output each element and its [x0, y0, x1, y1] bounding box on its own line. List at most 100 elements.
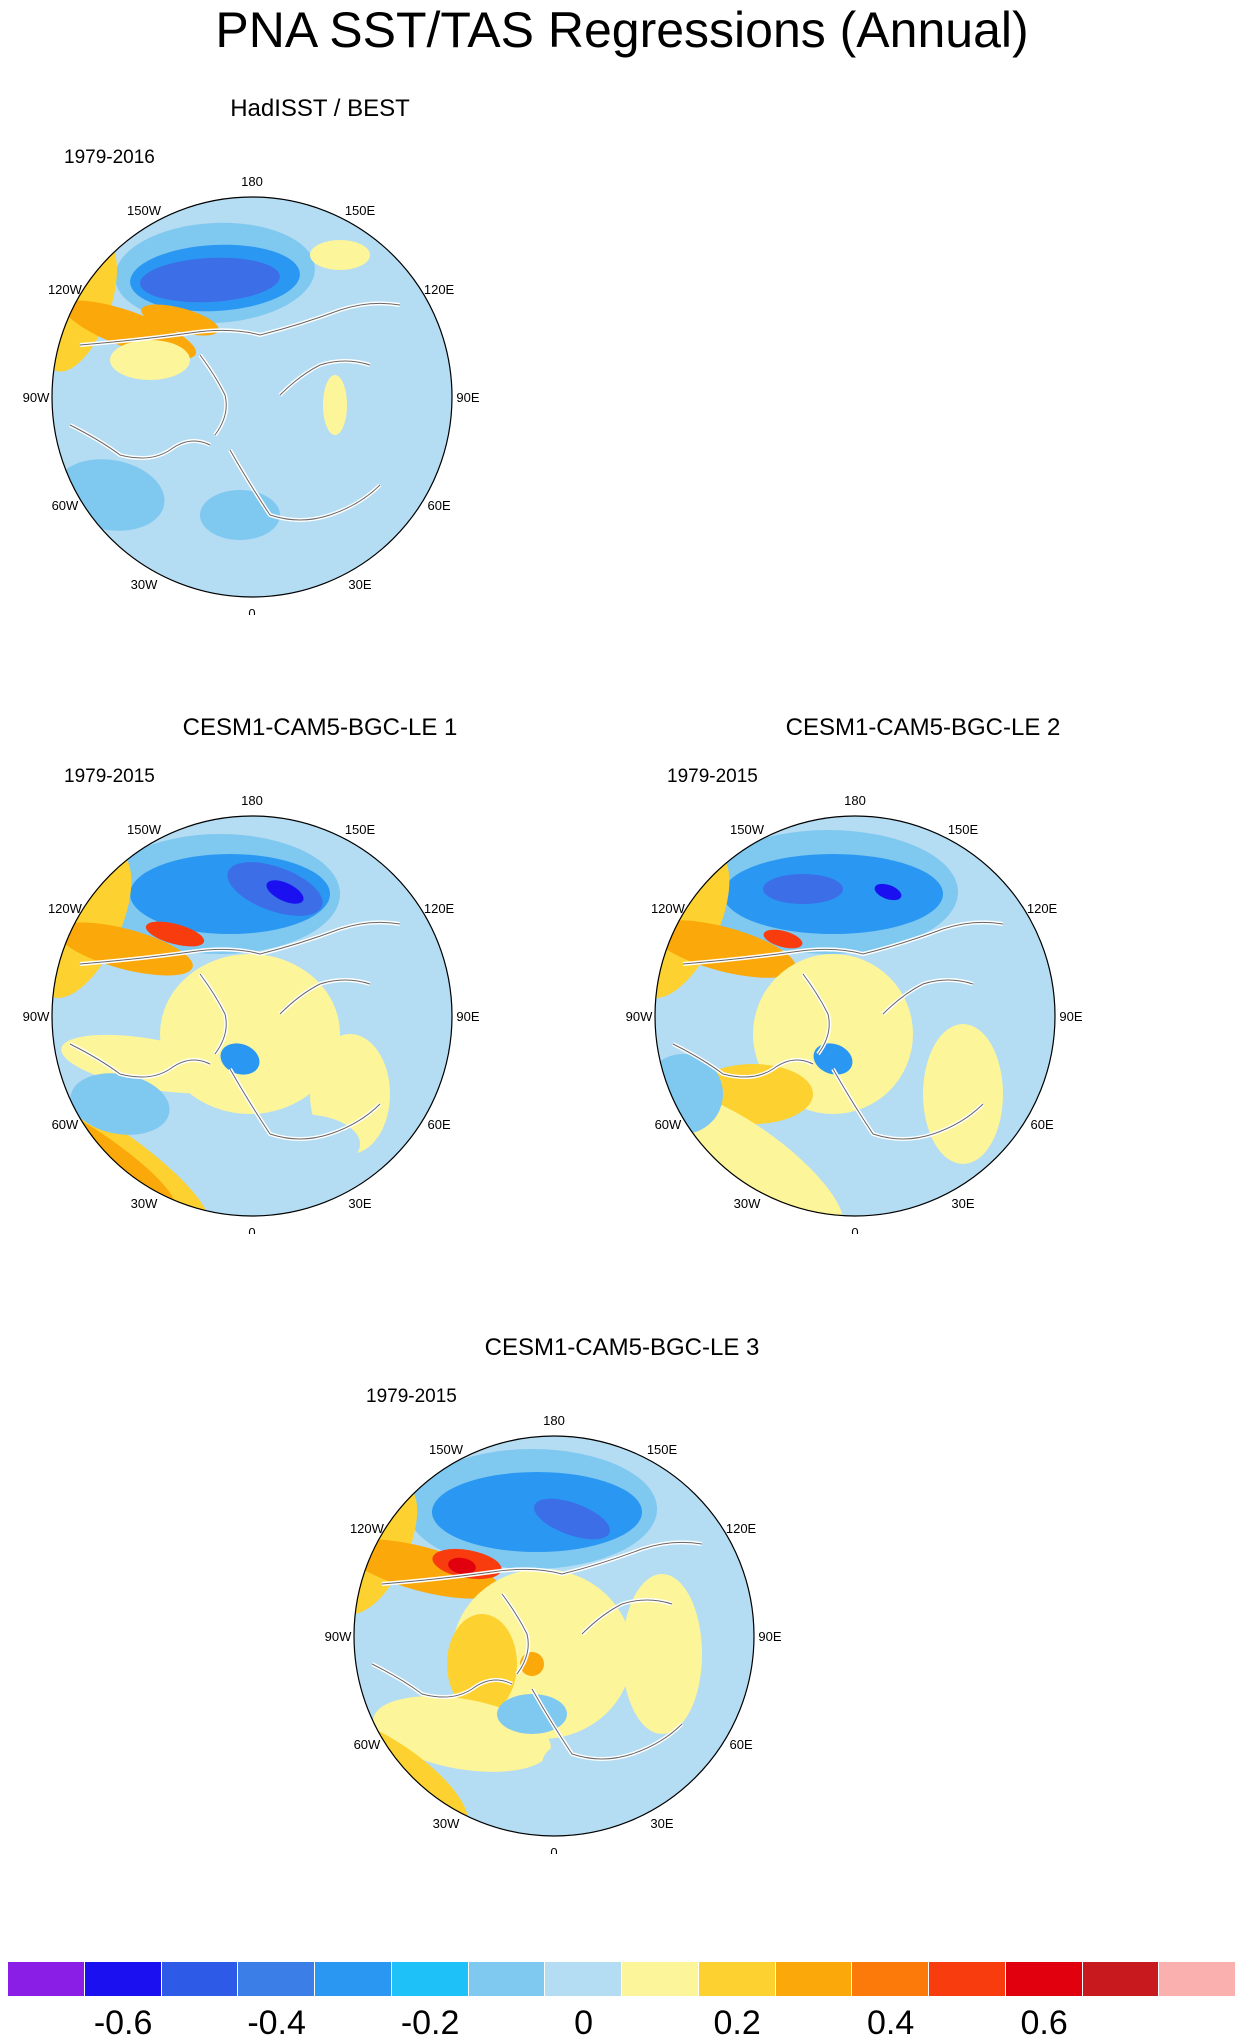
colorbar-swatch [161, 1962, 239, 1996]
longitude-label: 90E [456, 390, 479, 405]
longitude-label: 180 [241, 793, 263, 808]
longitude-label: 90W [325, 1629, 352, 1644]
longitude-label: 60E [729, 1737, 752, 1752]
longitude-label: 90E [758, 1629, 781, 1644]
anomaly-region [923, 1024, 1003, 1164]
anomaly-region [655, 920, 796, 978]
longitude-label: 60E [1030, 1117, 1053, 1132]
colorbar-tick-label: -0.2 [400, 2004, 460, 2042]
anomaly-region [763, 874, 843, 904]
anomaly-region [310, 240, 370, 270]
anomaly-region [813, 1043, 853, 1075]
colorbar-swatch [391, 1962, 469, 1996]
longitude-label: 180 [844, 793, 866, 808]
longitude-label: 60W [655, 1117, 682, 1132]
anomaly-region [763, 929, 803, 949]
anomaly-region [448, 1557, 476, 1575]
coastline [832, 1068, 984, 1140]
coastline [371, 1663, 513, 1698]
anomaly-region [323, 375, 347, 435]
longitude-label: 30E [348, 577, 371, 592]
coastline [802, 973, 830, 1055]
figure-title: PNA SST/TAS Regressions (Annual) [215, 2, 1029, 58]
longitude-label: 90W [23, 390, 50, 405]
panel-title: CESM1-CAM5-BGC-LE 1 [182, 714, 458, 741]
coastline [581, 1599, 673, 1635]
coastline [531, 1688, 683, 1760]
panel-title: CESM1-CAM5-BGC-LE 3 [484, 1334, 760, 1361]
panel-cesm-2: CESM1-CAM5-BGC-LE 2 1979-2015 180 150E 120… [626, 714, 1203, 1274]
coastline [682, 921, 1004, 965]
anomaly-region [220, 1043, 260, 1075]
longitude-label: 90E [1059, 1009, 1082, 1024]
anomaly-region [534, 1498, 610, 1540]
longitude-label: 150W [127, 203, 162, 218]
anomaly-region [497, 1694, 567, 1734]
colorbar-swatch [852, 1962, 929, 1996]
anomaly-region [140, 257, 280, 303]
coastline [279, 360, 371, 396]
longitude-label: 30W [131, 577, 158, 592]
coastline [229, 449, 381, 521]
colorbar-swatch [775, 1962, 853, 1996]
coastline [199, 354, 227, 436]
polar-stereographic-map: 180 150E 120E 90E 60E 30E 0 30W 60W 90W 120W 150W [325, 1413, 782, 1854]
panel-period: 1979-2015 [366, 1386, 457, 1407]
coastline [199, 973, 227, 1055]
longitude-label: 150W [127, 822, 162, 837]
longitude-label: 0 [851, 1225, 858, 1234]
polar-stereographic-map: 180 150E 120E 90E 60E 30E 0 30W 60W 90W 120W 150W [626, 793, 1083, 1234]
longitude-label: 60E [427, 1117, 450, 1132]
longitude-label: 120E [424, 901, 455, 916]
longitude-label: 150W [730, 822, 765, 837]
panel-period: 1979-2015 [64, 766, 155, 787]
colorbar-swatch [8, 1962, 85, 1996]
map-border [51, 815, 453, 1217]
colorbar-swatch [545, 1962, 622, 1996]
colorbar-swatch [1082, 1962, 1160, 1996]
longitude-label: 120E [1027, 901, 1058, 916]
panel-title: CESM1-CAM5-BGC-LE 2 [785, 714, 1061, 741]
coastline [69, 424, 211, 459]
anomaly-region [874, 883, 902, 901]
anomaly-region [447, 1614, 517, 1714]
panel-title: HadISST / BEST [230, 95, 410, 122]
longitude-label: 120E [726, 1521, 757, 1536]
longitude-label: 150E [948, 822, 979, 837]
colorbar-tick-label: -0.6 [93, 2004, 153, 2042]
anomaly-region [542, 1734, 662, 1794]
colorbar-swatch [238, 1962, 315, 1996]
anomaly-region [110, 340, 190, 380]
longitude-label: 180 [241, 174, 263, 189]
coastline [279, 979, 371, 1015]
colorbar-tick-label: 0 [574, 2004, 594, 2042]
longitude-label: 150E [345, 203, 376, 218]
longitude-label: 30E [951, 1196, 974, 1211]
coastline [501, 1593, 529, 1675]
longitude-label: 120W [48, 282, 83, 297]
longitude-label: 60W [354, 1737, 381, 1752]
colorbar-tick-label: -0.4 [247, 2004, 306, 2042]
colorbar-swatch [622, 1962, 699, 1996]
colorbar-swatch [929, 1962, 1006, 1996]
longitude-label: 30W [734, 1196, 761, 1211]
map-border [51, 196, 453, 598]
colorbar-swatch [468, 1962, 546, 1996]
panel-period: 1979-2016 [64, 147, 155, 168]
longitude-label: 180 [543, 1413, 565, 1428]
coastline [381, 1541, 703, 1585]
panel-cesm-1: CESM1-CAM5-BGC-LE 1 1979-2015 180 150E 120… [23, 714, 600, 1274]
map-border [353, 1435, 755, 1837]
anomaly-region [70, 1073, 170, 1135]
longitude-label: 0 [248, 1225, 255, 1234]
map-border [654, 815, 1056, 1217]
colorbar-tick-label: 0.6 [1020, 2004, 1068, 2042]
longitude-label: 150E [647, 1442, 678, 1457]
anomaly-region [141, 304, 219, 336]
longitude-label: 0 [248, 606, 255, 615]
longitude-label: 60W [52, 498, 79, 513]
colorbar-tick-label: 0.4 [866, 2004, 915, 2042]
longitude-label: 90W [23, 1009, 50, 1024]
colorbar-tick-label: 0.2 [713, 2004, 761, 2042]
longitude-label: 90E [456, 1009, 479, 1024]
